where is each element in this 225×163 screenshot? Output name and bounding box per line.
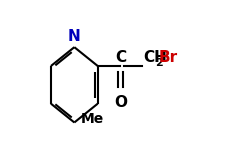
Text: CH: CH	[143, 50, 167, 65]
Text: 2: 2	[155, 58, 163, 68]
Text: Br: Br	[158, 50, 178, 65]
Text: O: O	[114, 96, 127, 111]
Text: C: C	[115, 50, 126, 65]
Text: N: N	[68, 29, 81, 44]
Text: Me: Me	[81, 112, 104, 126]
